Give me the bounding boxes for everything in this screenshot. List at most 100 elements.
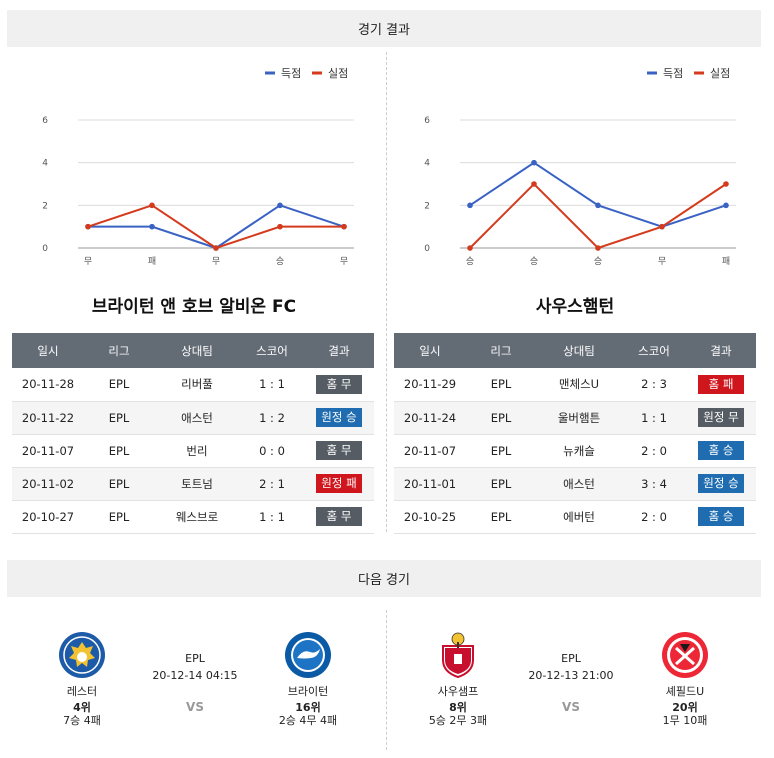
cell-result: 홈 무 — [304, 368, 374, 402]
cell-league: EPL — [84, 368, 154, 402]
cell-league: EPL — [466, 401, 536, 435]
cell-opponent: 번리 — [154, 434, 240, 468]
x-tick-label: 무 — [212, 256, 220, 267]
col-league-header: 리그 — [466, 333, 536, 368]
cell-opponent: 애스턴 — [154, 401, 240, 435]
x-tick-label: 패 — [148, 256, 156, 267]
col-result-header: 결과 — [304, 333, 374, 368]
cell-league: EPL — [84, 401, 154, 435]
next-match-card-2[interactable]: 사우샘프 8위 5승 2무 3패 EPL 20-12-13 21:00 VS 셰… — [390, 612, 770, 752]
series-point-1 — [85, 223, 91, 230]
cell-date: 20-10-27 — [12, 500, 84, 534]
result-badge: 홈 무 — [316, 441, 362, 460]
cell-league: EPL — [84, 434, 154, 468]
match-league: EPL — [185, 652, 205, 665]
table-row: 20-11-07 EPL 뉴캐슬 2 : 0 홈 승 — [394, 434, 756, 468]
cell-score: 0 : 0 — [240, 434, 304, 468]
team1-name: 브라이턴 앤 호브 알비온 FC — [91, 297, 297, 317]
sheffield-crest-icon — [662, 632, 708, 678]
series-point-0 — [595, 202, 601, 209]
cell-score: 2 : 3 — [622, 368, 686, 402]
column-divider — [386, 52, 387, 532]
cell-score: 1 : 1 — [240, 500, 304, 534]
table-row: 20-10-27 EPL 웨스브로 1 : 1 홈 무 — [12, 500, 374, 534]
cell-score: 1 : 2 — [240, 401, 304, 435]
y-tick-label: 6 — [42, 116, 48, 126]
cell-result: 홈 승 — [686, 500, 756, 534]
cell-date: 20-10-25 — [394, 500, 466, 534]
series-point-0 — [467, 202, 473, 209]
home-team-rank: 4위 — [73, 701, 91, 714]
series-point-1 — [149, 202, 155, 209]
team2-form-chart-svg: 득점 실점 0 2 4 6 승 승 승 무 패 — [424, 67, 736, 267]
away-team-rank: 20위 — [672, 701, 698, 714]
series-point-1 — [659, 223, 665, 230]
cell-date: 20-11-29 — [394, 368, 466, 402]
away-team-rank: 16위 — [295, 701, 321, 714]
match-datetime: 20-12-14 04:15 — [152, 669, 238, 682]
series-point-0 — [531, 159, 537, 166]
brighton-crest-icon — [285, 632, 331, 678]
result-badge: 원정 패 — [316, 474, 362, 493]
vs-label: VS — [562, 700, 580, 714]
series-point-1 — [595, 245, 601, 251]
cell-score: 3 : 4 — [622, 467, 686, 501]
cell-result: 홈 패 — [686, 368, 756, 402]
home-team-rank: 8위 — [449, 701, 467, 714]
away-team-name: 브라이턴 — [287, 685, 329, 698]
table-row: 20-11-28 EPL 리버풀 1 : 1 홈 무 — [12, 368, 374, 402]
series-point-1 — [467, 245, 473, 251]
series-point-1 — [341, 223, 347, 230]
team2-name: 사우스햄턴 — [535, 297, 615, 317]
cell-opponent: 울버햄튼 — [536, 401, 622, 435]
y-tick-label: 2 — [424, 201, 430, 211]
cell-result: 홈 무 — [304, 434, 374, 468]
table-header-row: 일시 리그 상대팀 스코어 결과 — [12, 333, 374, 368]
cell-opponent: 리버풀 — [154, 368, 240, 402]
cell-date: 20-11-28 — [12, 368, 84, 402]
next-match-card-1[interactable]: 레스터 4위 7승 4패 EPL 20-12-14 04:15 VS 브라이턴 … — [2, 612, 382, 752]
results-section-header: 경기 결과 — [7, 10, 761, 47]
home-team-record: 5승 2무 3패 — [428, 714, 488, 727]
x-tick-label: 패 — [722, 256, 730, 267]
cell-date: 20-11-01 — [394, 467, 466, 501]
series-point-0 — [277, 202, 283, 209]
legend-label-0: 득점 — [663, 67, 683, 80]
southampton-crest-icon — [442, 632, 474, 679]
x-tick-label: 무 — [658, 256, 666, 267]
x-tick-label: 승 — [466, 256, 474, 267]
series-point-1 — [213, 245, 219, 251]
col-opponent-header: 상대팀 — [536, 333, 622, 368]
cell-opponent: 맨체스U — [536, 368, 622, 402]
cell-result: 원정 패 — [304, 467, 374, 501]
x-tick-label: 승 — [530, 256, 538, 267]
cell-league: EPL — [466, 368, 536, 402]
table-row: 20-11-24 EPL 울버햄튼 1 : 1 원정 무 — [394, 401, 756, 435]
cell-date: 20-11-07 — [394, 434, 466, 468]
cell-score: 1 : 1 — [240, 368, 304, 402]
cell-league: EPL — [84, 500, 154, 534]
y-tick-label: 4 — [424, 159, 430, 169]
team2-form-chart: 득점 실점 0 2 4 6 승 승 승 무 패 — [392, 60, 752, 275]
cell-result: 홈 승 — [686, 434, 756, 468]
series-line-1 — [469, 182, 727, 250]
col-score-header: 스코어 — [240, 333, 304, 368]
next-section-header: 다음 경기 — [7, 560, 761, 597]
result-badge: 홈 승 — [698, 507, 744, 526]
table-row: 20-11-01 EPL 애스턴 3 : 4 원정 승 — [394, 467, 756, 501]
result-badge: 홈 무 — [316, 374, 362, 394]
series-point-1 — [531, 181, 537, 187]
series-point-1 — [277, 223, 283, 230]
cell-opponent: 토트넘 — [154, 467, 240, 501]
y-tick-label: 0 — [42, 244, 48, 254]
cell-opponent: 웨스브로 — [154, 500, 240, 534]
team1-form-chart-svg: 득점 실점 0 2 4 6 무 패 무 승 무 — [42, 67, 354, 267]
away-team-record: 1무 10패 — [662, 714, 708, 727]
cell-score: 2 : 0 — [622, 434, 686, 468]
cell-result: 원정 승 — [304, 401, 374, 435]
cell-result: 원정 무 — [686, 401, 756, 435]
match-league: EPL — [561, 652, 581, 665]
x-tick-label: 무 — [84, 256, 92, 267]
